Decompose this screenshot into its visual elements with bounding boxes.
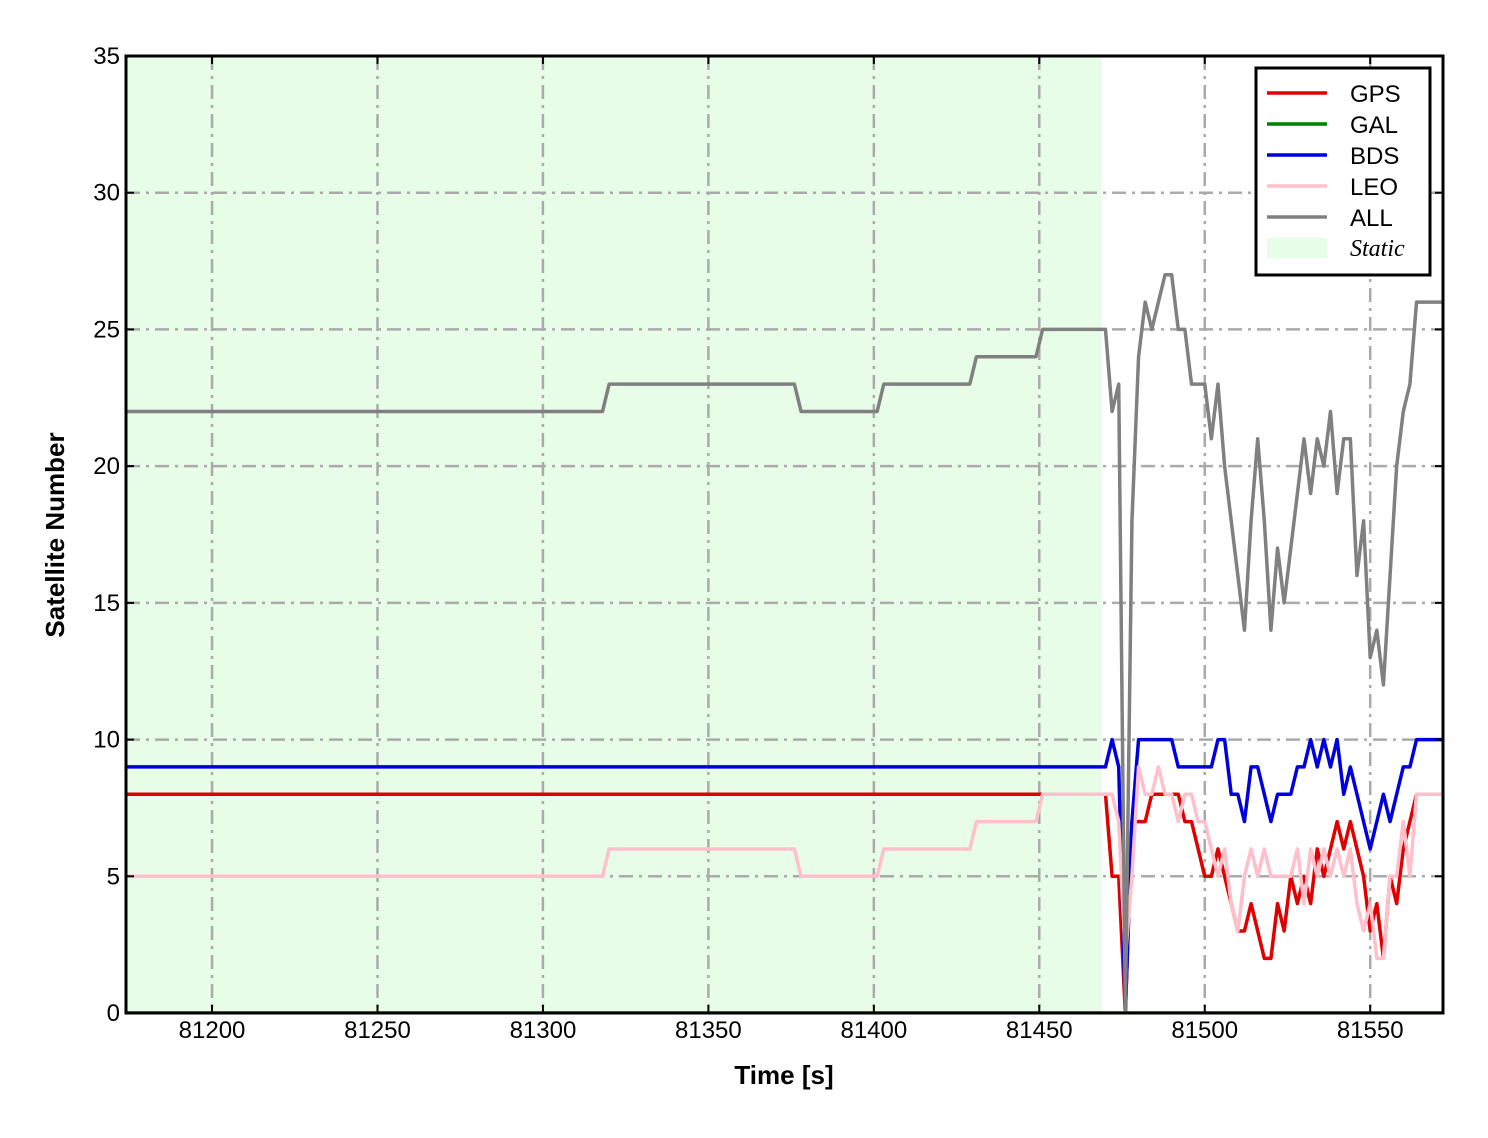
static-region xyxy=(126,56,1103,1013)
x-tick-label: 81400 xyxy=(840,1017,907,1044)
plot-area xyxy=(126,56,1443,1013)
x-tick-label: 81350 xyxy=(675,1017,742,1044)
x-tick-label: 81300 xyxy=(510,1017,577,1044)
x-tick-label: 81450 xyxy=(1006,1017,1073,1044)
legend-label: BDS xyxy=(1350,143,1399,170)
legend: GPS GAL BDS LEO ALL Static xyxy=(1254,66,1432,277)
plot-frame xyxy=(124,54,1445,1015)
legend-label: ALL xyxy=(1350,205,1393,232)
y-tick-label: 20 xyxy=(93,453,120,480)
series-line xyxy=(126,765,1443,961)
x-axis-label: Time [s] xyxy=(734,1060,833,1090)
y-tick-label: 25 xyxy=(93,316,120,343)
axes: 81200 81250 81300 81350 81400 81450 81500 81550… xyxy=(93,43,1445,1044)
legend-swatch xyxy=(1267,238,1327,258)
y-tick-label: 30 xyxy=(93,180,120,207)
x-tick-label: 81550 xyxy=(1337,1017,1404,1044)
y-tick-label: 35 xyxy=(93,43,120,70)
legend-label: GAL xyxy=(1350,112,1398,139)
y-tick-label: 10 xyxy=(93,727,120,754)
y-tick-label: 15 xyxy=(93,590,120,617)
series-line xyxy=(126,272,1443,1013)
legend-label: Static xyxy=(1350,236,1405,262)
x-tick-label: 81500 xyxy=(1171,1017,1238,1044)
x-tick-label: 81250 xyxy=(344,1017,411,1044)
legend-label: GPS xyxy=(1350,81,1401,108)
y-axis-label: Satellite Number xyxy=(40,432,70,637)
x-tick-label: 81200 xyxy=(179,1017,246,1044)
series-line xyxy=(126,737,1443,1013)
y-tick-label: 5 xyxy=(107,863,120,890)
legend-label: LEO xyxy=(1350,174,1398,201)
y-tick-label: 0 xyxy=(107,1000,120,1027)
